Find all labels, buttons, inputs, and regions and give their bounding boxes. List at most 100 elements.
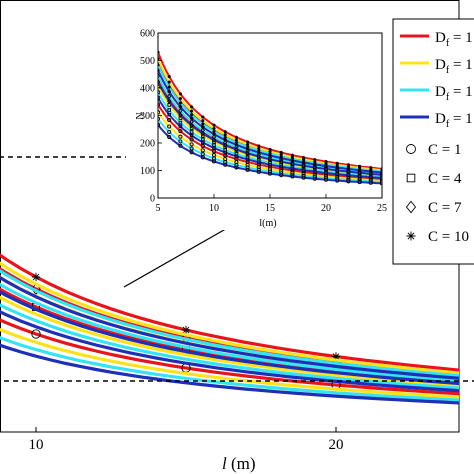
inset-marker-star <box>246 147 250 151</box>
inset-marker-diamond <box>167 98 172 105</box>
legend-marker-star <box>406 231 416 241</box>
inset-y-axis-label: N <box>135 112 146 119</box>
inset-marker-square <box>158 96 160 100</box>
inset-marker-diamond <box>256 153 261 160</box>
x-axis-label: l (m) <box>222 454 256 473</box>
inset-y-tick-label: 300 <box>140 111 155 122</box>
inset-marker-star <box>268 150 272 154</box>
inset-marker-square <box>178 120 183 125</box>
inset-marker-star <box>302 155 306 160</box>
inset-marker-star <box>302 157 306 161</box>
inset-marker-square <box>167 112 172 117</box>
inset-marker-circle <box>158 110 161 115</box>
legend-marker-circle <box>406 144 416 154</box>
inset-marker-star <box>324 159 328 164</box>
inset-marker-star <box>234 140 238 145</box>
inset-marker-diamond <box>357 170 362 176</box>
inset-marker-square <box>178 124 183 129</box>
main-series-diamond-3 <box>0 282 459 383</box>
inset-marker-star <box>212 126 216 131</box>
inset-marker-diamond <box>312 164 317 171</box>
inset-marker-diamond <box>245 150 250 157</box>
inset-marker-square <box>380 176 382 180</box>
inset-marker-square <box>312 169 317 174</box>
inset-marker-star <box>178 92 182 96</box>
legend-marker-diamond <box>405 200 417 214</box>
inset-marker-star <box>369 169 373 174</box>
inset-marker-circle <box>158 102 161 107</box>
inset-marker-circle <box>279 173 284 178</box>
main-marker-circle <box>31 329 41 339</box>
inset-marker-circle <box>178 139 183 144</box>
inset-marker-star <box>201 119 205 123</box>
inset-marker-star <box>268 152 272 156</box>
inset-marker-square <box>256 160 261 165</box>
inset-marker-star <box>268 147 272 152</box>
inset-series-circle-2 <box>158 111 382 182</box>
inset-marker-star <box>190 109 194 113</box>
inset-y-tick-label: 500 <box>140 56 155 67</box>
inset-y-tick-label: 400 <box>140 84 155 95</box>
inset-y-tick-label: 0 <box>150 194 155 205</box>
inset-marker-star <box>279 152 283 157</box>
inset-marker-star <box>223 138 227 142</box>
inset-marker-square <box>189 130 194 134</box>
inset-marker-circle <box>158 116 161 121</box>
inset-marker-star <box>257 148 261 153</box>
inset-marker-circle <box>189 142 194 147</box>
main-series-circle-4 <box>0 343 459 405</box>
inset-marker-square <box>279 164 284 169</box>
inset-marker-circle <box>178 143 183 148</box>
inset-marker-diamond <box>178 112 183 118</box>
inset-marker-circle <box>167 124 172 129</box>
inset-marker-circle <box>223 162 228 167</box>
inset-marker-circle <box>189 137 194 142</box>
main-series-square-3 <box>0 303 459 390</box>
inset-x-tick-label: 10 <box>209 203 219 214</box>
main-marker-star <box>181 325 191 335</box>
inset-marker-star <box>290 157 294 161</box>
inset-x-tick-label: 25 <box>377 203 387 214</box>
inset-marker-star <box>246 142 250 147</box>
inset-marker-star <box>302 160 306 165</box>
inset-marker-diamond <box>167 93 172 99</box>
inset-marker-star <box>257 144 261 148</box>
x-axis-unit: (m) <box>227 454 256 473</box>
main-marker-star <box>331 352 341 361</box>
inset-marker-circle <box>178 134 183 139</box>
legend-box <box>392 18 474 265</box>
inset-marker-star <box>313 162 317 167</box>
inset-marker-star <box>178 101 182 105</box>
inset-marker-star <box>290 155 294 159</box>
main-series-square-4 <box>0 310 459 393</box>
inset-marker-star <box>279 156 283 160</box>
inset-marker-diamond <box>335 167 340 174</box>
main-series-square-2 <box>0 295 459 388</box>
inset-marker-circle <box>211 159 217 164</box>
main-series-star-3 <box>0 269 459 378</box>
inset-marker-star <box>290 158 294 163</box>
inset-x-tick-label: 5 <box>156 203 161 214</box>
inset-plot: 0 100 200 300 400 500 600 5 10 15 20 25 l(m) N <box>126 19 392 230</box>
inset-marker-circle <box>379 181 382 186</box>
inset-marker-square <box>268 162 272 167</box>
inset-marker-star <box>212 129 216 134</box>
main-series-circle-2 <box>0 327 459 399</box>
inset-marker-circle <box>346 179 351 184</box>
x-axis-var: l <box>222 454 227 473</box>
inset-marker-circle <box>178 129 183 134</box>
inset-marker-star <box>178 105 182 109</box>
inset-marker-square <box>301 168 306 173</box>
inset-marker-star <box>279 154 283 159</box>
legend: Df = 1 Df = 1 Df = 1 Df = 1 C = 1 C = 4 C = 7 C… <box>392 18 474 265</box>
inset-marker-star <box>234 135 238 139</box>
legend-label-c: C = 10 <box>428 229 469 245</box>
inset-marker-diamond <box>368 171 373 177</box>
inset-marker-diamond <box>279 159 284 165</box>
inset-marker-circle <box>312 176 317 181</box>
inset-marker-diamond <box>323 166 329 172</box>
inset-marker-circle <box>167 118 172 123</box>
inset-marker-diamond <box>158 73 161 79</box>
inset-y-tick-label: 600 <box>140 29 155 40</box>
inset-marker-circle <box>234 165 239 170</box>
